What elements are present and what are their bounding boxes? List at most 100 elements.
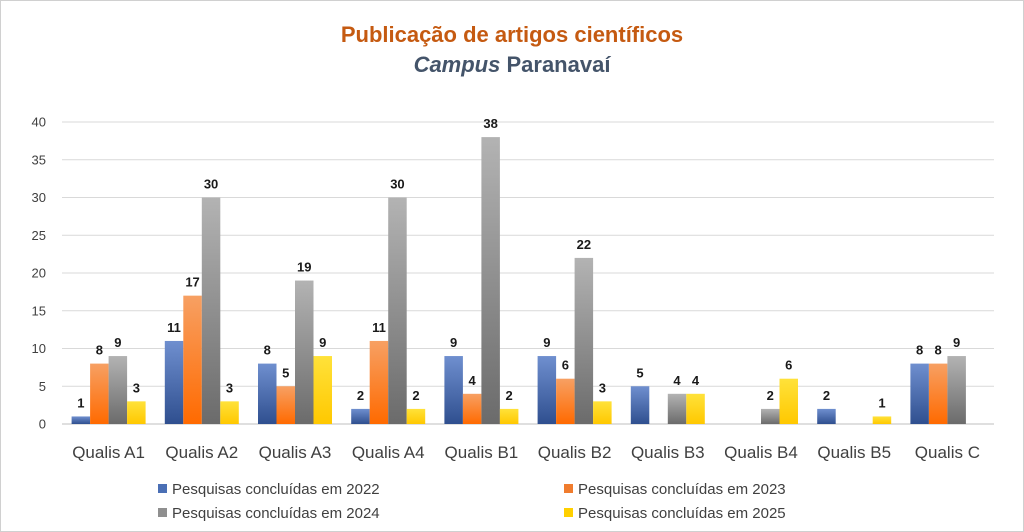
y-tick-label: 25	[32, 228, 46, 243]
category-label: Qualis A3	[259, 443, 332, 462]
data-label: 11	[167, 320, 181, 335]
data-label: 8	[935, 343, 942, 358]
bar-2024-qualis-b2	[574, 257, 594, 424]
bar-2023-qualis-b2	[556, 378, 575, 424]
legend-item-2025: Pesquisas concluídas em 2025	[564, 504, 786, 524]
bar-2022-qualis-a1	[71, 416, 91, 424]
bar-2024-qualis-a2	[201, 197, 221, 424]
data-label: 1	[77, 395, 84, 410]
bars	[71, 137, 966, 424]
bar-2022-qualis-b2	[537, 356, 557, 424]
bar-2023-qualis-a4	[369, 340, 389, 424]
bar-2025-qualis-b2	[593, 401, 612, 424]
bar-2023-qualis-a2	[183, 295, 202, 424]
legend-item-2022: Pesquisas concluídas em 2022	[158, 480, 380, 500]
data-label: 5	[282, 365, 289, 380]
data-label: 19	[297, 260, 311, 275]
bar-2025-qualis-a3	[313, 356, 332, 424]
bar-2025-qualis-b5	[872, 416, 892, 424]
data-label: 4	[692, 373, 700, 388]
legend-swatch	[564, 484, 573, 493]
bar-2023-qualis-a1	[90, 363, 109, 424]
legend-label: Pesquisas concluídas em 2025	[578, 505, 786, 522]
bar-2023-qualis-c	[928, 363, 948, 424]
bar-2025-qualis-a4	[406, 408, 426, 424]
bar-2022-qualis-a2	[164, 340, 184, 424]
data-label: 6	[562, 358, 569, 373]
legend-label: Pesquisas concluídas em 2022	[172, 481, 380, 498]
bar-2022-qualis-b3	[630, 386, 650, 424]
bar-2024-qualis-c	[947, 356, 966, 424]
data-label: 9	[543, 335, 550, 350]
bar-2022-qualis-b5	[817, 408, 836, 424]
bar-2024-qualis-b4	[761, 408, 780, 424]
bar-2022-qualis-a3	[258, 363, 277, 424]
bar-2024-qualis-b1	[481, 137, 500, 424]
data-label: 3	[599, 380, 606, 395]
data-label: 3	[133, 380, 140, 395]
legend-swatch	[564, 508, 573, 517]
y-axis-ticks: 0 5 10 15 20 25 30 35 40	[32, 115, 46, 432]
y-tick-label: 20	[32, 266, 46, 281]
data-label: 3	[226, 380, 233, 395]
y-tick-label: 5	[39, 379, 46, 394]
title-block: Publicação de artigos científicos Campus…	[0, 20, 1024, 80]
data-label: 2	[767, 388, 774, 403]
category-label: Qualis B5	[817, 443, 891, 462]
bar-2025-qualis-a2	[220, 401, 239, 424]
chart-subtitle: Campus Paranavaí	[0, 50, 1024, 80]
legend-item-2024: Pesquisas concluídas em 2024	[158, 504, 380, 524]
y-tick-label: 40	[32, 115, 46, 130]
bar-2025-qualis-b3	[686, 393, 705, 424]
category-label: Qualis B4	[724, 443, 798, 462]
bar-2024-qualis-a3	[295, 280, 314, 424]
data-label: 4	[469, 373, 477, 388]
bar-2025-qualis-b4	[779, 378, 798, 424]
legend-label: Pesquisas concluídas em 2024	[172, 505, 380, 522]
chart-title: Publicação de artigos científicos	[340, 22, 684, 47]
bar-2023-qualis-a3	[276, 386, 295, 424]
data-label: 30	[390, 177, 404, 192]
data-label: 8	[916, 343, 923, 358]
data-label: 22	[577, 237, 591, 252]
data-label: 9	[114, 335, 121, 350]
data-label: 2	[357, 388, 364, 403]
category-label: Qualis B2	[538, 443, 612, 462]
data-label: 11	[372, 320, 386, 335]
category-label: Qualis C	[915, 443, 980, 462]
category-label: Qualis A4	[352, 443, 425, 462]
bar-2024-qualis-a1	[108, 356, 128, 424]
legend-label: Pesquisas concluídas em 2023	[578, 481, 786, 498]
legend-swatch	[158, 508, 167, 517]
data-label: 17	[185, 275, 199, 290]
category-label: Qualis A1	[72, 443, 145, 462]
y-tick-label: 10	[32, 341, 46, 356]
subtitle-italic: Campus	[413, 52, 501, 77]
bar-2023-qualis-b1	[462, 393, 482, 424]
data-label: 30	[204, 177, 218, 192]
bar-2022-qualis-c	[910, 363, 929, 424]
category-labels: Qualis A1 Qualis A2 Qualis A3 Qualis A4 Qual…	[72, 443, 980, 462]
bar-2024-qualis-a4	[388, 197, 407, 424]
data-label: 9	[319, 335, 326, 350]
data-label: 2	[412, 388, 419, 403]
bar-2022-qualis-b1	[444, 356, 463, 424]
y-tick-label: 30	[32, 190, 46, 205]
data-label: 9	[953, 335, 960, 350]
y-tick-label: 35	[32, 152, 46, 167]
y-tick-label: 15	[32, 303, 46, 318]
category-label: Qualis A2	[165, 443, 238, 462]
data-label: 6	[785, 358, 792, 373]
data-label: 2	[823, 388, 830, 403]
bar-2025-qualis-a1	[127, 401, 146, 424]
bar-2022-qualis-a4	[351, 408, 370, 424]
legend-item-2023: Pesquisas concluídas em 2023	[564, 480, 786, 500]
data-label: 8	[264, 343, 271, 358]
bar-2025-qualis-b1	[499, 408, 519, 424]
legend-swatch	[158, 484, 167, 493]
data-label: 1	[878, 395, 885, 410]
data-label: 4	[673, 373, 681, 388]
